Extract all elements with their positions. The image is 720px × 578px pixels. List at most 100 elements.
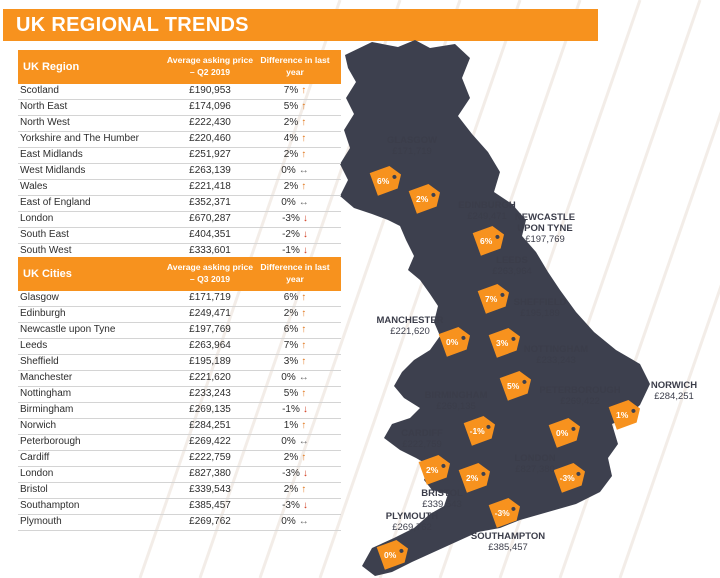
row-name: Glasgow bbox=[20, 292, 59, 303]
city-label: EDINBURGH£249,471 bbox=[458, 200, 516, 222]
price-tag: 0% bbox=[438, 326, 471, 357]
arrow-up-icon: ↑ bbox=[301, 356, 307, 367]
row-diff-value: 0% bbox=[281, 197, 296, 208]
arrow-up-icon: ↑ bbox=[301, 308, 307, 319]
price-tag: 2% bbox=[418, 454, 451, 485]
city-label: BIRMINGHAM£269,135 bbox=[425, 390, 488, 412]
table-row: Scotland £190,953 7% ↑ bbox=[18, 84, 341, 100]
row-diff-value: -2% bbox=[282, 229, 300, 240]
row-name: Leeds bbox=[20, 340, 48, 351]
tag-label: 7% bbox=[485, 294, 498, 304]
city-price: £249,471 bbox=[467, 211, 507, 222]
arrow-left-right-icon: ↔ bbox=[298, 165, 309, 176]
row-diff: -3% ↓ bbox=[260, 500, 330, 511]
row-name: Scotland bbox=[20, 85, 59, 96]
tag-shape bbox=[499, 370, 532, 401]
row-diff: 2% ↑ bbox=[260, 452, 330, 463]
arrow-up-icon: ↑ bbox=[301, 452, 307, 463]
row-diff-value: 7% bbox=[283, 340, 299, 351]
table-row: Peterborough £269,422 0% ↔ bbox=[18, 435, 341, 451]
city-name: CARDIFF bbox=[401, 428, 443, 439]
city-label: LONDON£827,380 bbox=[514, 453, 555, 475]
city-name: SHEFFIELD bbox=[514, 297, 567, 308]
row-price: £352,371 bbox=[189, 197, 231, 208]
tag-hole bbox=[481, 471, 486, 476]
cities-table-body: Glasgow £171,719 6% ↑ Edinburgh £249,471 2% ↑ Ne… bbox=[18, 291, 341, 531]
row-diff-value: 2% bbox=[283, 452, 299, 463]
price-tag: 2% bbox=[458, 462, 491, 493]
city-label: BRISTOL£339,543 bbox=[421, 488, 463, 510]
row-name: Sheffield bbox=[20, 356, 59, 367]
table-row: Leeds £263,964 7% ↑ bbox=[18, 339, 341, 355]
row-price: £269,762 bbox=[189, 516, 231, 527]
table-row: South East £404,351 -2% ↓ bbox=[18, 228, 341, 244]
city-name: MANCHESTER bbox=[376, 315, 443, 326]
tag-label: 0% bbox=[384, 550, 397, 560]
row-name: London bbox=[20, 213, 54, 224]
tag-shape bbox=[369, 165, 402, 196]
row-price: £670,287 bbox=[189, 213, 231, 224]
row-diff-value: 2% bbox=[283, 149, 299, 160]
page-title: UK REGIONAL TRENDS bbox=[16, 14, 249, 36]
table-row: Edinburgh £249,471 2% ↑ bbox=[18, 307, 341, 323]
city-name: SOUTHAMPTON bbox=[471, 531, 545, 542]
tag-hole bbox=[511, 336, 516, 341]
row-diff: 1% ↑ bbox=[260, 420, 330, 431]
table-row: Southampton £385,457 -3% ↓ bbox=[18, 499, 341, 515]
arrow-left-right-icon: ↔ bbox=[298, 372, 309, 383]
row-diff-value: 6% bbox=[283, 292, 299, 303]
table-row: North East £174,096 5% ↑ bbox=[18, 100, 341, 116]
row-diff-value: 4% bbox=[283, 133, 299, 144]
row-name: South East bbox=[20, 229, 69, 240]
cities-table: UK Cities Average asking price – Q3 2019… bbox=[18, 257, 341, 531]
price-tag: 2% bbox=[408, 183, 441, 214]
row-diff-value: -3% bbox=[282, 500, 300, 511]
row-diff: -1% ↓ bbox=[260, 404, 330, 415]
city-name: BRISTOL bbox=[421, 488, 463, 499]
regions-table-header: UK Region Average asking price – Q2 2019… bbox=[18, 50, 341, 84]
table-row: Norwich £284,251 1% ↑ bbox=[18, 419, 341, 435]
table-row: Manchester £221,620 0% ↔ bbox=[18, 371, 341, 387]
row-diff-value: 2% bbox=[283, 181, 299, 192]
row-name: Manchester bbox=[20, 372, 73, 383]
row-price: £263,139 bbox=[189, 165, 231, 176]
tag-label: -1% bbox=[470, 426, 486, 436]
cities-col-diff: Difference in last year bbox=[260, 262, 330, 284]
row-price: £827,380 bbox=[189, 468, 231, 479]
tag-hole bbox=[571, 426, 576, 431]
row-diff: 5% ↑ bbox=[260, 101, 330, 112]
row-diff-value: 0% bbox=[281, 516, 296, 527]
tag-label: 2% bbox=[426, 465, 439, 475]
row-diff-value: 0% bbox=[281, 436, 296, 447]
row-price: £222,430 bbox=[189, 117, 231, 128]
table-row: Sheffield £195,189 3% ↑ bbox=[18, 355, 341, 371]
city-name: UPON TYNE bbox=[517, 223, 572, 234]
tag-hole bbox=[431, 192, 436, 197]
city-label: CARDIFF£222,759 bbox=[401, 428, 443, 450]
row-price: £220,460 bbox=[189, 133, 231, 144]
row-price: £404,351 bbox=[189, 229, 231, 240]
tag-shape bbox=[463, 415, 496, 446]
row-diff: -2% ↓ bbox=[260, 229, 330, 240]
row-name: Nottingham bbox=[20, 388, 72, 399]
row-diff-value: -1% bbox=[282, 245, 300, 256]
price-tag: 1% bbox=[608, 399, 641, 430]
arrow-down-icon: ↓ bbox=[302, 245, 308, 256]
row-name: Wales bbox=[20, 181, 48, 192]
arrow-up-icon: ↑ bbox=[301, 133, 307, 144]
row-diff-value: -1% bbox=[282, 404, 300, 415]
price-tag: -1% bbox=[463, 415, 496, 446]
row-diff-value: 5% bbox=[283, 101, 299, 112]
row-diff: 3% ↑ bbox=[260, 356, 330, 367]
row-price: £233,243 bbox=[189, 388, 231, 399]
arrow-up-icon: ↑ bbox=[301, 117, 307, 128]
price-tag: 6% bbox=[369, 165, 402, 196]
city-price: £269,422 bbox=[560, 396, 600, 407]
tag-shape bbox=[477, 283, 510, 314]
arrow-down-icon: ↓ bbox=[302, 500, 308, 511]
table-row: Newcastle upon Tyne £197,769 6% ↑ bbox=[18, 323, 341, 339]
table-row: Birmingham £269,135 -1% ↓ bbox=[18, 403, 341, 419]
